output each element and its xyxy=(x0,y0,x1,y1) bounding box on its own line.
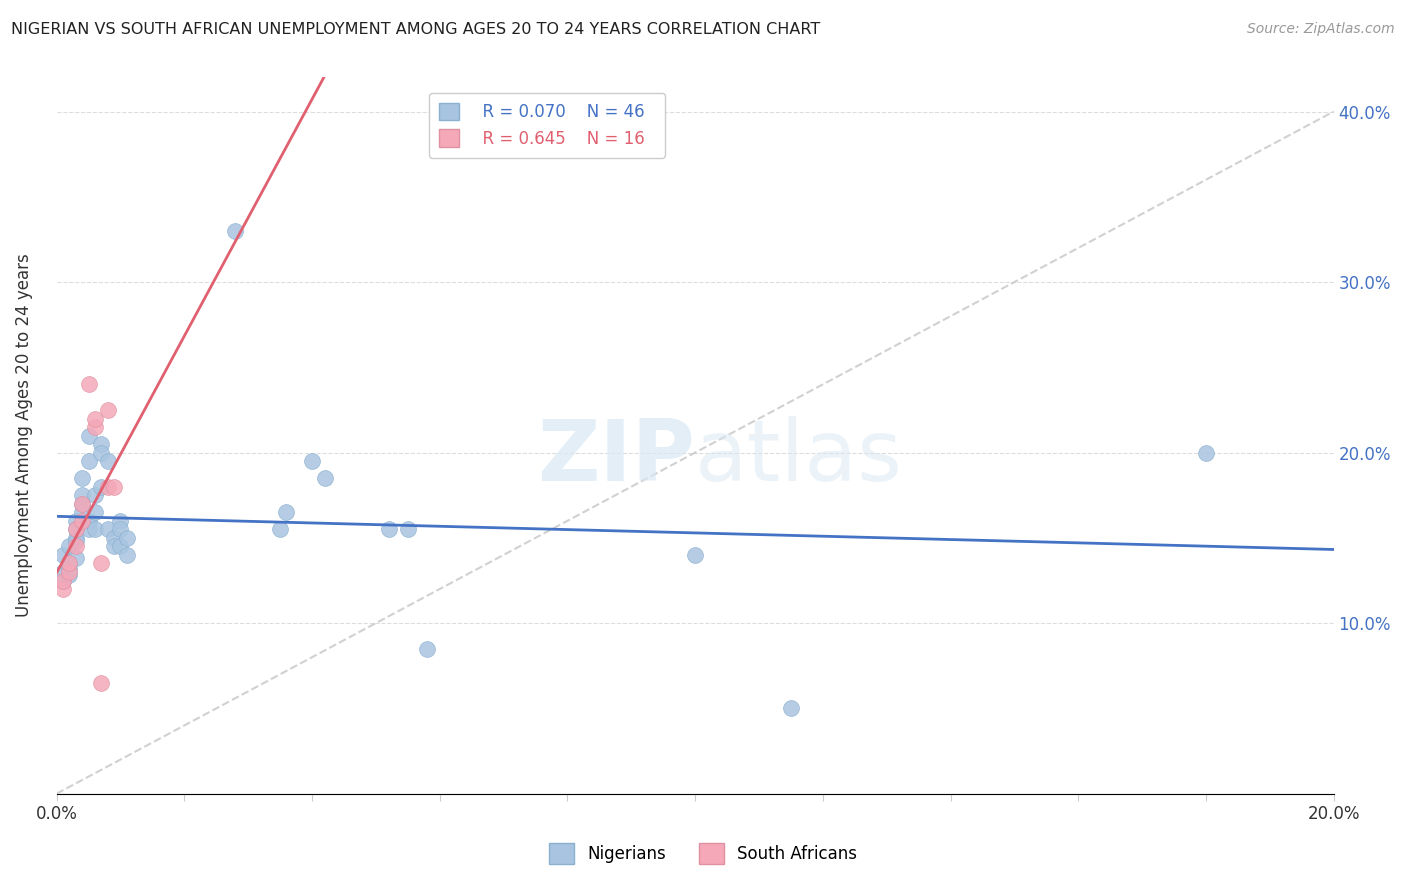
Legend:   R = 0.070    N = 46  ,   R = 0.645    N = 16  : R = 0.070 N = 46 , R = 0.645 N = 16 xyxy=(429,93,665,158)
Point xyxy=(70,514,93,528)
Point xyxy=(97,480,120,494)
Point xyxy=(70,488,93,502)
Point xyxy=(97,454,120,468)
Point xyxy=(103,531,125,545)
Point xyxy=(77,522,100,536)
Point xyxy=(84,505,107,519)
Point xyxy=(276,505,298,519)
Point xyxy=(301,454,323,468)
Point xyxy=(52,548,75,562)
Point xyxy=(97,403,120,417)
Legend: Nigerians, South Africans: Nigerians, South Africans xyxy=(541,837,865,871)
Point xyxy=(110,522,132,536)
Point xyxy=(90,437,112,451)
Point xyxy=(115,548,138,562)
Point xyxy=(683,548,706,562)
Point xyxy=(84,488,107,502)
Point xyxy=(115,531,138,545)
Point xyxy=(84,420,107,434)
Point xyxy=(58,565,80,579)
Point xyxy=(103,540,125,554)
Point xyxy=(52,574,75,588)
Point xyxy=(65,551,87,566)
Point xyxy=(416,641,439,656)
Text: atlas: atlas xyxy=(695,416,903,499)
Point xyxy=(110,514,132,528)
Point xyxy=(58,568,80,582)
Point xyxy=(65,540,87,554)
Point xyxy=(58,557,80,571)
Point xyxy=(52,565,75,579)
Text: NIGERIAN VS SOUTH AFRICAN UNEMPLOYMENT AMONG AGES 20 TO 24 YEARS CORRELATION CHA: NIGERIAN VS SOUTH AFRICAN UNEMPLOYMENT A… xyxy=(11,22,821,37)
Point xyxy=(377,522,399,536)
Point xyxy=(77,428,100,442)
Point xyxy=(97,522,120,536)
Point xyxy=(65,534,87,549)
Point xyxy=(780,701,803,715)
Point xyxy=(70,505,93,519)
Point xyxy=(65,522,87,536)
Point xyxy=(224,224,246,238)
Point xyxy=(314,471,336,485)
Point xyxy=(90,676,112,690)
Point xyxy=(65,531,87,545)
Point xyxy=(58,561,80,575)
Point xyxy=(70,471,93,485)
Point xyxy=(77,454,100,468)
Point xyxy=(90,557,112,571)
Point xyxy=(84,522,107,536)
Point xyxy=(70,497,93,511)
Point xyxy=(269,522,291,536)
Point xyxy=(84,411,107,425)
Point xyxy=(58,540,80,554)
Point xyxy=(77,377,100,392)
Point xyxy=(396,522,419,536)
Point xyxy=(1195,445,1218,459)
Point xyxy=(58,557,80,571)
Y-axis label: Unemployment Among Ages 20 to 24 years: Unemployment Among Ages 20 to 24 years xyxy=(15,253,32,617)
Point xyxy=(90,480,112,494)
Point xyxy=(52,582,75,596)
Point xyxy=(65,514,87,528)
Point xyxy=(77,514,100,528)
Text: Source: ZipAtlas.com: Source: ZipAtlas.com xyxy=(1247,22,1395,37)
Point xyxy=(110,540,132,554)
Point xyxy=(65,522,87,536)
Point xyxy=(103,480,125,494)
Text: ZIP: ZIP xyxy=(537,416,695,499)
Point xyxy=(52,574,75,588)
Point xyxy=(70,497,93,511)
Point xyxy=(90,445,112,459)
